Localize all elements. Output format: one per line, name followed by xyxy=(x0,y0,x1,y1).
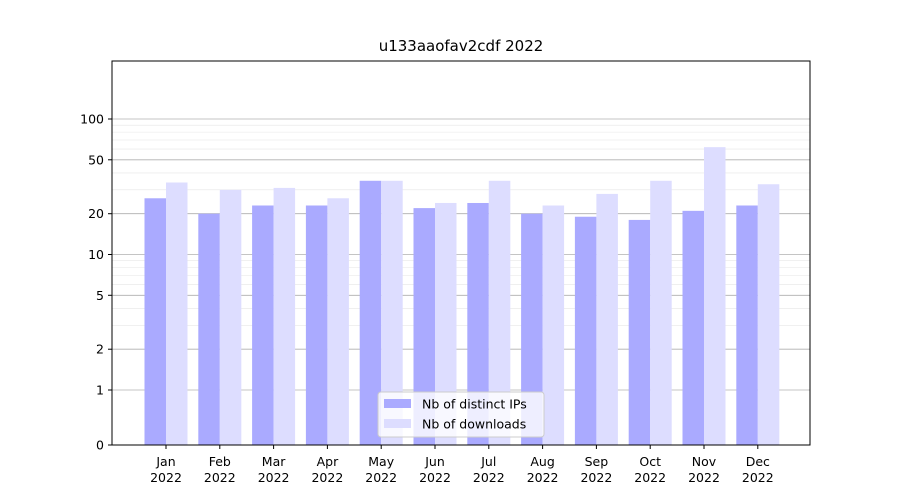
x-tick-label-year: 2022 xyxy=(473,470,505,485)
bar-distinct-ips-may xyxy=(359,180,382,445)
bar-distinct-ips-mar xyxy=(252,205,274,445)
bar-distinct-ips-oct xyxy=(628,219,651,445)
x-tick-label-year: 2022 xyxy=(258,470,290,485)
bar-downloads-dec xyxy=(757,184,780,445)
x-tick-label-month: Jun xyxy=(424,454,445,469)
x-tick-label-month: Oct xyxy=(639,454,661,469)
bar-distinct-ips-jun xyxy=(413,208,435,445)
bar-downloads-apr xyxy=(327,198,349,445)
x-tick-label-month: Mar xyxy=(262,454,286,469)
x-tick-label-month: Apr xyxy=(317,454,339,469)
bar-distinct-ips-nov xyxy=(682,210,704,445)
x-tick-label-month: Dec xyxy=(746,454,770,469)
x-tick-label-year: 2022 xyxy=(150,470,182,485)
x-tick-label-month: Feb xyxy=(209,454,231,469)
legend-swatch xyxy=(384,399,411,408)
y-tick-label: 10 xyxy=(88,247,104,262)
bar-distinct-ips-aug xyxy=(521,213,543,445)
bar-downloads-jan xyxy=(166,182,188,445)
legend-box xyxy=(377,391,545,438)
bar-downloads-oct xyxy=(650,180,672,445)
bar-distinct-ips-feb xyxy=(198,213,220,445)
x-tick-label-year: 2022 xyxy=(204,470,236,485)
x-tick-label-month: Jan xyxy=(155,454,175,469)
y-tick-label: 5 xyxy=(96,288,104,303)
bar-distinct-ips-dec xyxy=(736,205,758,445)
y-tick-label: 20 xyxy=(88,206,104,221)
x-tick-label-year: 2022 xyxy=(527,470,559,485)
x-tick-label-month: Sep xyxy=(585,454,609,469)
x-tick-label-month: Jul xyxy=(480,454,496,469)
bar-downloads-aug xyxy=(542,205,565,445)
y-tick-label: 0 xyxy=(96,438,104,453)
bar-distinct-ips-jul xyxy=(467,202,489,445)
bar-distinct-ips-apr xyxy=(305,205,328,445)
x-tick-label-month: Aug xyxy=(530,454,554,469)
bar-downloads-feb xyxy=(219,189,242,445)
bar-downloads-jun xyxy=(435,202,457,445)
x-tick-label-year: 2022 xyxy=(311,470,343,485)
legend-label: Nb of downloads xyxy=(422,417,526,432)
x-tick-label-year: 2022 xyxy=(742,470,774,485)
bar-downloads-may xyxy=(381,180,403,445)
x-tick-label-year: 2022 xyxy=(365,470,397,485)
y-tick-label: 100 xyxy=(80,112,104,127)
x-tick-label-year: 2022 xyxy=(419,470,451,485)
legend-label: Nb of distinct IPs xyxy=(422,397,527,412)
axes: 0125102050100Jan2022Feb2022Mar2022Apr202… xyxy=(80,60,811,485)
x-tick-label-year: 2022 xyxy=(634,470,666,485)
x-tick-label-year: 2022 xyxy=(580,470,612,485)
bar-downloads-sep xyxy=(596,193,618,445)
bar-distinct-ips-sep xyxy=(574,216,597,445)
bar-downloads-nov xyxy=(704,147,726,445)
y-tick-label: 2 xyxy=(96,342,104,357)
bar-downloads-mar xyxy=(273,187,296,446)
chart-title: u133aaofav2cdf 2022 xyxy=(379,37,544,55)
x-tick-label-month: Nov xyxy=(692,454,717,469)
plot-frame xyxy=(111,60,811,446)
y-tick-label: 1 xyxy=(96,383,104,398)
x-tick-label-year: 2022 xyxy=(688,470,720,485)
legend-swatch xyxy=(384,419,411,428)
legend: Nb of distinct IPs Nb of downloads xyxy=(377,391,545,438)
y-tick-label: 50 xyxy=(88,152,104,167)
bar-distinct-ips-jan xyxy=(144,198,166,445)
x-tick-label-month: May xyxy=(368,454,394,469)
bars xyxy=(144,147,780,446)
bar-downloads-jul xyxy=(488,180,511,445)
